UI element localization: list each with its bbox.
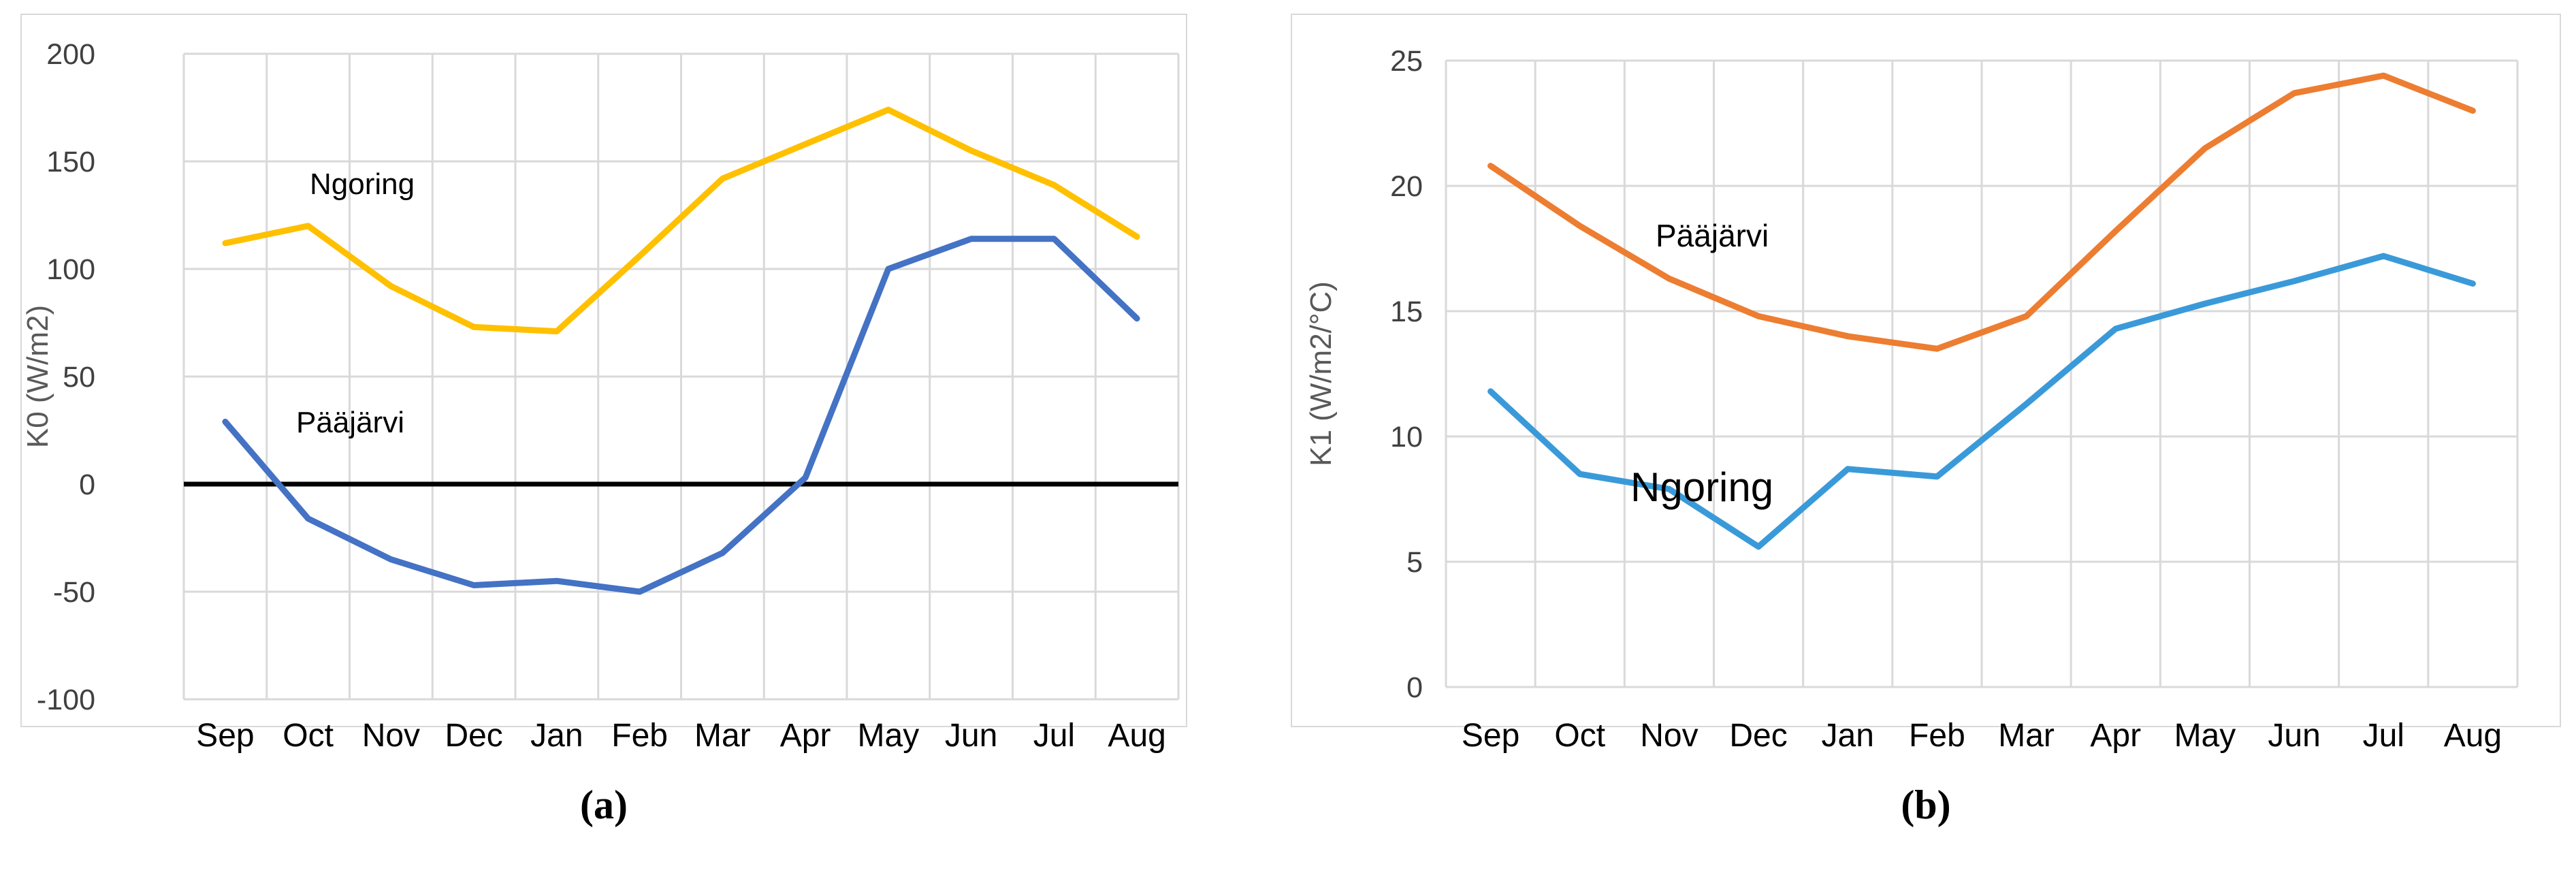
chart-b-y-tick-label-0: 0	[1406, 671, 1423, 704]
chart-a-panel	[20, 14, 1187, 727]
chart-a-series-label-pääjärvi: Pääjärvi	[296, 406, 404, 439]
chart-b-y-tick-label-25: 25	[1390, 45, 1423, 78]
chart-a-month-label-jul: Jul	[1033, 718, 1075, 754]
chart-a-y-tick-label--100: -100	[37, 684, 95, 716]
chart-a-y-tick-label-200: 200	[46, 38, 95, 71]
chart-a-month-label-apr: Apr	[780, 718, 831, 754]
chart-b-panel	[1291, 14, 2561, 727]
chart-a-y-axis-title: K0 (W/m2)	[21, 305, 54, 448]
chart-b-month-label-feb: Feb	[1909, 718, 1965, 754]
chart-b-month-label-jun: Jun	[2268, 718, 2320, 754]
caption-b: (b)	[1901, 782, 1951, 827]
chart-b-month-label-sep: Sep	[1462, 718, 1519, 754]
chart-b-month-label-jan: Jan	[1822, 718, 1874, 754]
chart-a-y-tick-label-0: 0	[79, 468, 95, 501]
chart-a-month-label-sep: Sep	[196, 718, 254, 754]
chart-a-month-label-jan: Jan	[530, 718, 583, 754]
chart-a-y-tick-label-50: 50	[63, 361, 95, 394]
chart-b-y-axis-title: K1 (W/m2/°C)	[1304, 281, 1338, 466]
caption-a: (a)	[580, 782, 628, 827]
chart-a-month-label-may: May	[858, 718, 920, 754]
chart-a-month-label-mar: Mar	[694, 718, 751, 754]
chart-a-y-tick-label-150: 150	[46, 146, 95, 178]
chart-b-y-tick-label-5: 5	[1406, 546, 1423, 579]
chart-b-y-tick-label-20: 20	[1390, 170, 1423, 203]
chart-b-month-label-aug: Aug	[2444, 718, 2502, 754]
chart-b-series-line-ngoring	[1487, 253, 2476, 550]
chart-b-month-label-mar: Mar	[1998, 718, 2055, 754]
chart-a-month-label-nov: Nov	[362, 718, 420, 754]
chart-a-month-label-oct: Oct	[283, 718, 334, 754]
chart-a-series-line-ngoring	[222, 106, 1140, 335]
chart-b-month-label-dec: Dec	[1729, 718, 1787, 754]
chart-a-month-label-dec: Dec	[445, 718, 502, 754]
chart-b-month-label-may: May	[2174, 718, 2236, 754]
chart-b-month-label-apr: Apr	[2090, 718, 2141, 754]
chart-b-month-label-jul: Jul	[2363, 718, 2404, 754]
chart-a-month-label-jun: Jun	[945, 718, 997, 754]
chart-b-month-label-nov: Nov	[1640, 718, 1698, 754]
chart-a-series-line-pääjärvi	[222, 236, 1140, 595]
chart-b-month-label-oct: Oct	[1554, 718, 1605, 754]
chart-a-y-tick-label--50: -50	[53, 576, 95, 609]
chart-b-series-label-pääjärvi: Pääjärvi	[1656, 218, 1769, 253]
chart-b-y-tick-label-15: 15	[1390, 296, 1423, 328]
chart-a-y-tick-label-100: 100	[46, 253, 95, 286]
chart-b-series-line-pääjärvi	[1487, 72, 2476, 352]
chart-b-y-tick-label-10: 10	[1390, 421, 1423, 453]
chart-a-month-label-aug: Aug	[1108, 718, 1165, 754]
chart-b-series-label-ngoring: Ngoring	[1630, 464, 1773, 510]
chart-a-month-label-feb: Feb	[611, 718, 668, 754]
chart-a-series-label-ngoring: Ngoring	[310, 168, 415, 201]
